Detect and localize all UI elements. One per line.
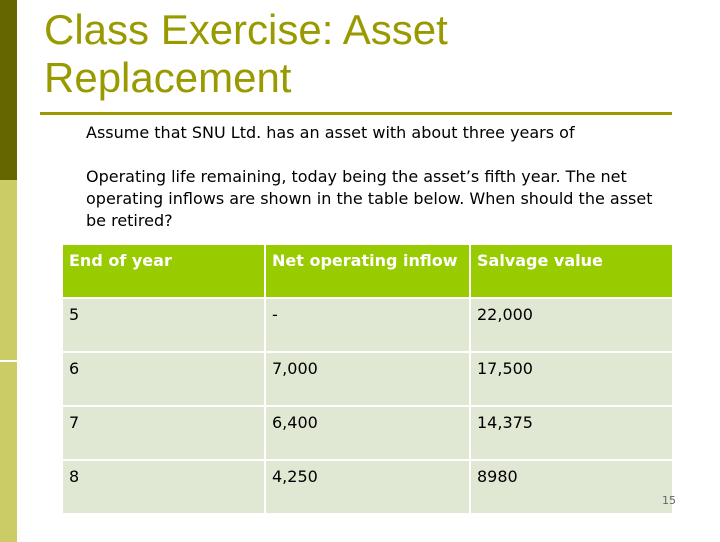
table-header-row: End of year Net operating inflow Salvage… <box>61 243 674 299</box>
cell-salvage: 8980 <box>469 459 674 515</box>
table-row: 8 4,250 8980 <box>61 459 674 515</box>
cell-inflow: 6,400 <box>264 405 471 461</box>
cell-salvage: 14,375 <box>469 405 674 461</box>
header-end-of-year: End of year <box>61 243 266 299</box>
cell-year: 7 <box>61 405 266 461</box>
slide-title-line2: Replacement <box>44 54 292 101</box>
title-underline <box>40 112 672 115</box>
table-row: 5 - 22,000 <box>61 297 674 353</box>
intro-line-1: Assume that SNU Ltd. has an asset with a… <box>86 123 575 142</box>
table-row: 6 7,000 17,500 <box>61 351 674 407</box>
slide-title: Class Exercise: Asset Replacement <box>44 6 448 102</box>
header-salvage-value: Salvage value <box>469 243 674 299</box>
table-row: 7 6,400 14,375 <box>61 405 674 461</box>
left-accent-bar-dark <box>0 0 17 180</box>
cell-inflow: 4,250 <box>264 459 471 515</box>
left-accent-bar-lower <box>0 360 17 542</box>
page-number: 15 <box>662 494 676 507</box>
intro-text: Assume that SNU Ltd. has an asset with a… <box>86 122 676 232</box>
cell-inflow: 7,000 <box>264 351 471 407</box>
header-net-operating-inflow: Net operating inflow <box>264 243 471 299</box>
cell-year: 8 <box>61 459 266 515</box>
cell-salvage: 17,500 <box>469 351 674 407</box>
slide-title-line1: Class Exercise: Asset <box>44 6 448 53</box>
cell-salvage: 22,000 <box>469 297 674 353</box>
asset-table: End of year Net operating inflow Salvage… <box>61 243 674 515</box>
intro-paragraph-2: Operating life remaining, today being th… <box>86 167 653 230</box>
cell-year: 6 <box>61 351 266 407</box>
cell-inflow: - <box>264 297 471 353</box>
cell-year: 5 <box>61 297 266 353</box>
